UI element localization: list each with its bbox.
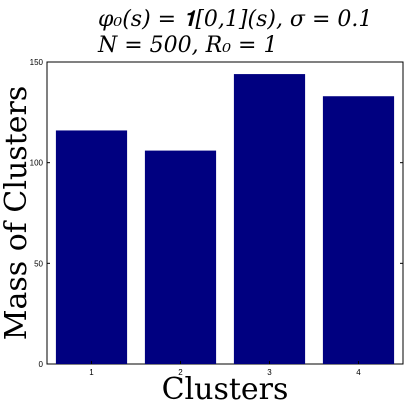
y-tick-label: 100	[30, 159, 44, 168]
bar-3	[233, 74, 306, 364]
chart-title-line-2: N = 500, R₀ = 1	[97, 33, 277, 58]
x-ticks-group: 1 2 3 4	[89, 361, 361, 377]
bars-group	[55, 74, 395, 364]
plot-area	[46, 61, 404, 365]
y-axis-label: Mass of Clusters	[0, 86, 34, 340]
y-tick-label: 150	[30, 58, 44, 67]
bar-4	[322, 96, 395, 364]
chart-title-line-1: φ₀(s) = 𝟏[0,1](s), σ = 0.1	[98, 7, 372, 32]
x-tick-label: 2	[178, 368, 183, 377]
x-tick-label: 4	[356, 368, 361, 377]
x-axis-label: Clusters	[162, 372, 289, 403]
y-tick-label: 0	[39, 360, 44, 369]
bar-1	[55, 130, 128, 364]
bar-2	[144, 150, 217, 364]
y-tick-label: 50	[34, 259, 43, 268]
x-tick-label: 1	[89, 368, 94, 377]
x-tick-label: 3	[267, 368, 272, 377]
y-ticks-group: 0 50 100 150	[30, 58, 403, 369]
